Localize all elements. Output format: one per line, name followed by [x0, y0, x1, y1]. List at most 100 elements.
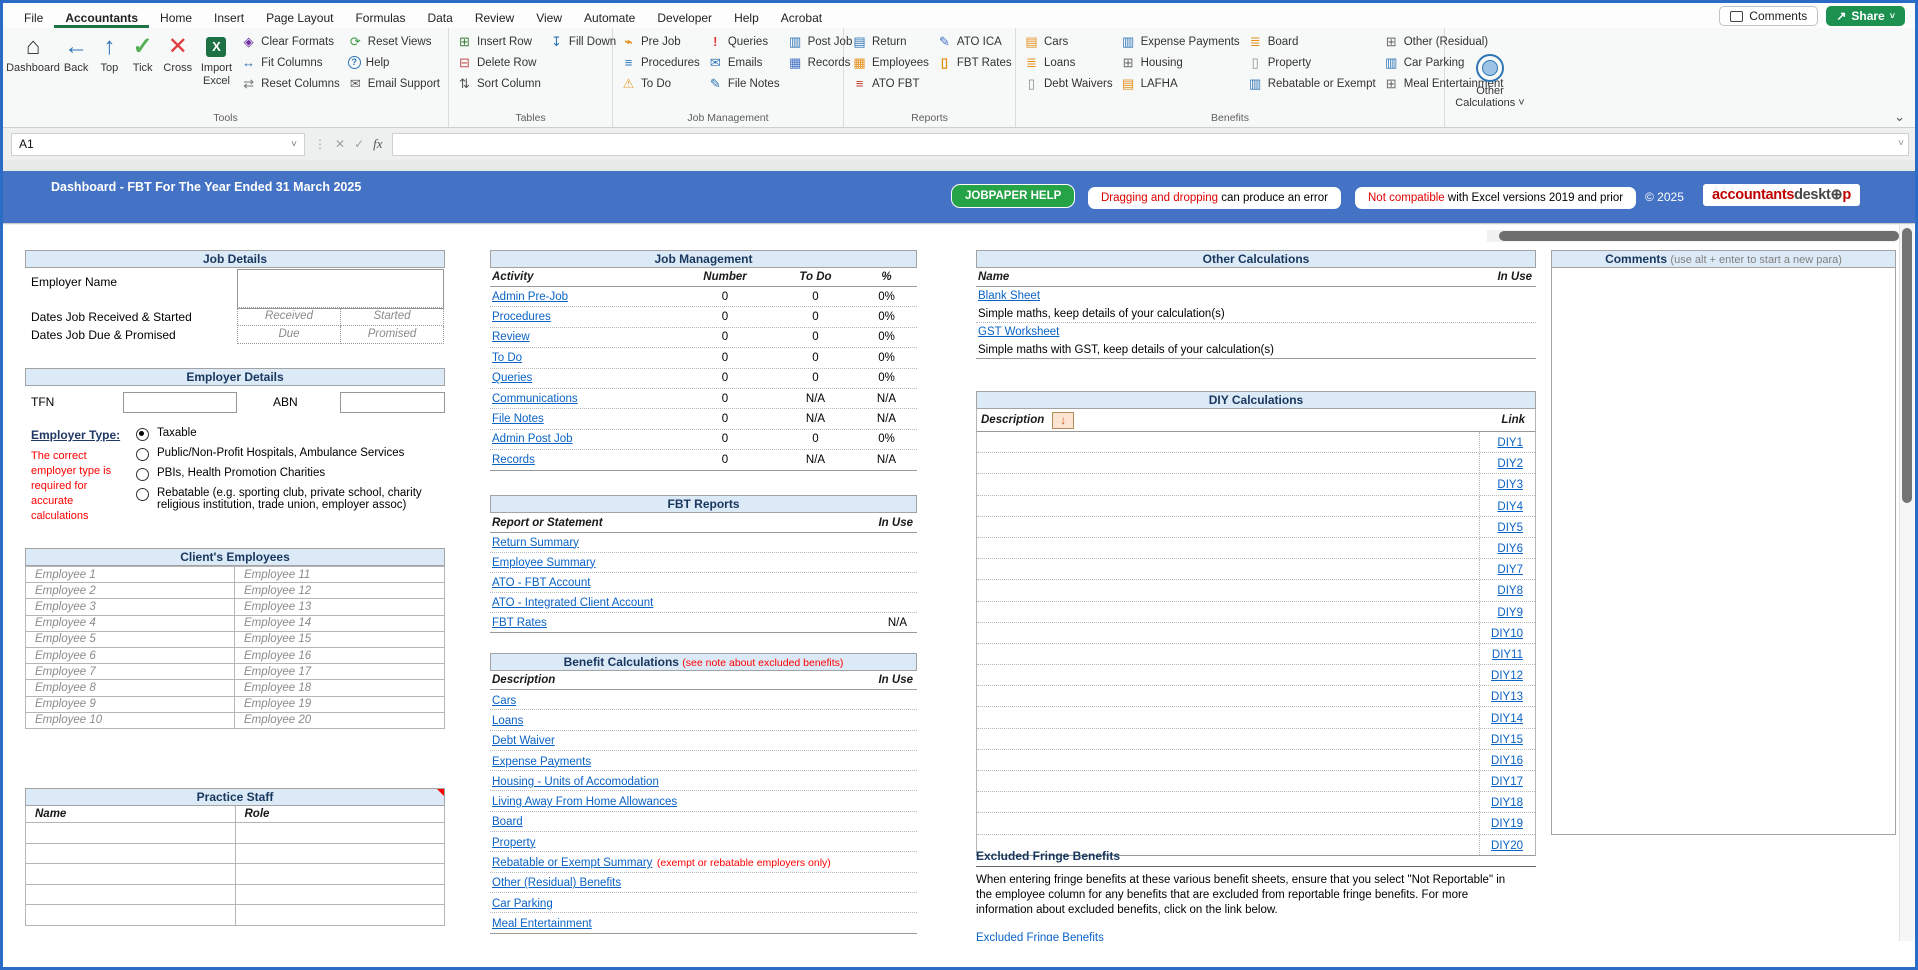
activity-link[interactable]: Admin Pre-Job — [492, 290, 569, 303]
radio-taxable[interactable]: Taxable — [136, 427, 445, 441]
excluded-fringe-benefits-link[interactable]: Excluded Fringe Benefits — [976, 932, 1104, 941]
diy-link[interactable]: DIY16 — [1491, 754, 1523, 767]
diy-link[interactable]: DIY20 — [1491, 839, 1523, 852]
ribbon-button[interactable]: Insert Row — [453, 31, 545, 52]
diy-link[interactable]: DIY2 — [1497, 458, 1523, 471]
diy-description-cell[interactable] — [977, 601, 1480, 622]
ribbon-button[interactable]: Cars — [1020, 31, 1117, 52]
abn-input[interactable] — [340, 392, 445, 413]
staff-role-cell[interactable] — [235, 864, 445, 885]
employee-cell[interactable]: Employee 16 — [235, 647, 445, 665]
staff-name-cell[interactable] — [26, 864, 236, 885]
benefit-link[interactable]: Loans — [492, 714, 524, 727]
diy-link[interactable]: DIY5 — [1497, 521, 1523, 534]
ribbon-button[interactable]: File Notes — [704, 73, 784, 94]
dashboard-button[interactable]: Dashboard — [6, 29, 60, 75]
scrollbar-thumb[interactable] — [1902, 228, 1912, 503]
employee-cell[interactable]: Employee 3 — [26, 599, 235, 616]
comments-input[interactable] — [1551, 268, 1896, 835]
diy-description-cell[interactable] — [977, 728, 1480, 749]
employee-cell[interactable]: Employee 14 — [235, 615, 445, 632]
accountantsdesktop-logo[interactable]: accountantsdeskt⊕p — [1703, 184, 1860, 206]
activity-link[interactable]: To Do — [492, 351, 523, 364]
ribbon-button[interactable]: Email Support — [344, 73, 444, 94]
employer-name-input[interactable] — [237, 269, 444, 309]
report-link[interactable]: ATO - FBT Account — [492, 576, 591, 589]
benefit-link[interactable]: Debt Waiver — [492, 735, 555, 748]
diy-description-cell[interactable] — [977, 792, 1480, 813]
share-button[interactable]: ↗ Share ˅ — [1826, 6, 1905, 26]
name-box[interactable]: A1 ˅ — [11, 132, 305, 156]
ribbon-button[interactable]: Fill Down — [545, 31, 620, 52]
back-button[interactable]: Back — [59, 29, 93, 75]
employee-cell[interactable]: Employee 12 — [235, 583, 445, 600]
activity-link[interactable]: Procedures — [492, 311, 551, 324]
top-button[interactable]: Top — [93, 29, 125, 75]
benefit-link[interactable]: Car Parking — [492, 897, 553, 910]
diy-description-cell[interactable] — [977, 749, 1480, 770]
radio-rebatable[interactable]: Rebatable (e.g. sporting club, private s… — [136, 487, 445, 511]
ribbon-button[interactable]: Property — [1244, 52, 1380, 73]
benefit-link[interactable]: Cars — [492, 694, 517, 707]
diy-description-cell[interactable] — [977, 580, 1480, 601]
staff-name-cell[interactable] — [26, 884, 236, 905]
report-link[interactable]: Return Summary — [492, 536, 579, 549]
menu-tab[interactable]: Accountants — [54, 7, 150, 28]
diy-description-cell[interactable] — [977, 643, 1480, 665]
diy-link[interactable]: DIY12 — [1491, 670, 1523, 683]
benefit-link[interactable]: Property — [492, 836, 536, 849]
diy-description-cell[interactable] — [977, 813, 1480, 834]
import-excel-button[interactable]: Import Excel — [196, 29, 237, 87]
ribbon-button[interactable]: Loans — [1020, 52, 1117, 73]
ribbon-button[interactable]: Help — [344, 52, 444, 73]
employee-cell[interactable]: Employee 1 — [26, 567, 235, 584]
ribbon-button[interactable]: Post Job — [784, 31, 857, 52]
diy-link[interactable]: DIY14 — [1491, 712, 1523, 725]
benefit-link[interactable]: Expense Payments — [492, 755, 592, 768]
chevron-down-icon[interactable]: ˅ — [291, 138, 297, 150]
ribbon-button[interactable]: Records — [784, 52, 857, 73]
activity-link[interactable]: Review — [492, 331, 530, 344]
ribbon-button[interactable]: ATO FBT — [848, 73, 933, 94]
ribbon-button[interactable]: Return — [848, 31, 933, 52]
report-link[interactable]: ATO - Integrated Client Account — [492, 596, 654, 609]
date-started-input[interactable]: Started — [341, 308, 444, 326]
comments-button[interactable]: Comments — [1719, 6, 1819, 26]
diy-link[interactable]: DIY4 — [1497, 500, 1523, 513]
horizontal-scrollbar[interactable]: ◂ ▸ — [1473, 230, 1911, 243]
collapse-ribbon-icon[interactable]: ⌄ — [1894, 109, 1905, 124]
benefit-link[interactable]: Meal Entertainment — [492, 917, 592, 930]
menu-tab[interactable]: Home — [160, 11, 193, 25]
date-due-input[interactable]: Due — [238, 326, 341, 344]
employee-cell[interactable]: Employee 19 — [235, 696, 445, 713]
diy-description-cell[interactable] — [977, 495, 1480, 516]
ribbon-button[interactable]: ATO ICA — [933, 31, 1016, 52]
employee-cell[interactable]: Employee 17 — [235, 664, 445, 681]
ribbon-button[interactable]: Meal Entertainment — [1380, 73, 1508, 94]
ribbon-button[interactable]: Emails — [704, 52, 784, 73]
benefit-link[interactable]: Board — [492, 816, 523, 829]
menu-tab[interactable]: Insert — [214, 11, 245, 25]
formula-input[interactable]: ˅ — [391, 132, 1909, 156]
menu-tab[interactable]: Acrobat — [780, 11, 823, 25]
employee-cell[interactable]: Employee 6 — [26, 647, 235, 665]
ribbon-button[interactable]: FBT Rates — [933, 52, 1016, 73]
staff-name-cell[interactable] — [26, 823, 236, 844]
staff-name-cell[interactable] — [26, 905, 236, 926]
menu-tab[interactable]: Formulas — [355, 11, 406, 25]
diy-link[interactable]: DIY8 — [1497, 585, 1523, 598]
radio-public-hospitals[interactable]: Public/Non-Profit Hospitals, Ambulance S… — [136, 447, 445, 461]
menu-tab[interactable]: Developer — [657, 11, 713, 25]
diy-link[interactable]: DIY19 — [1491, 818, 1523, 831]
menu-tab[interactable]: View — [536, 11, 562, 25]
ribbon-button[interactable]: Expense Payments — [1117, 31, 1244, 52]
menu-tab[interactable]: Data — [427, 11, 453, 25]
diy-link[interactable]: DIY18 — [1491, 797, 1523, 810]
menu-tab[interactable]: Automate — [583, 11, 636, 25]
employee-cell[interactable]: Employee 13 — [235, 599, 445, 616]
activity-link[interactable]: Admin Post Job — [492, 433, 573, 446]
employee-cell[interactable]: Employee 8 — [26, 680, 235, 697]
employee-cell[interactable]: Employee 2 — [26, 583, 235, 600]
ribbon-button[interactable]: Car Parking — [1380, 52, 1508, 73]
menu-tab[interactable]: Help — [734, 11, 759, 25]
